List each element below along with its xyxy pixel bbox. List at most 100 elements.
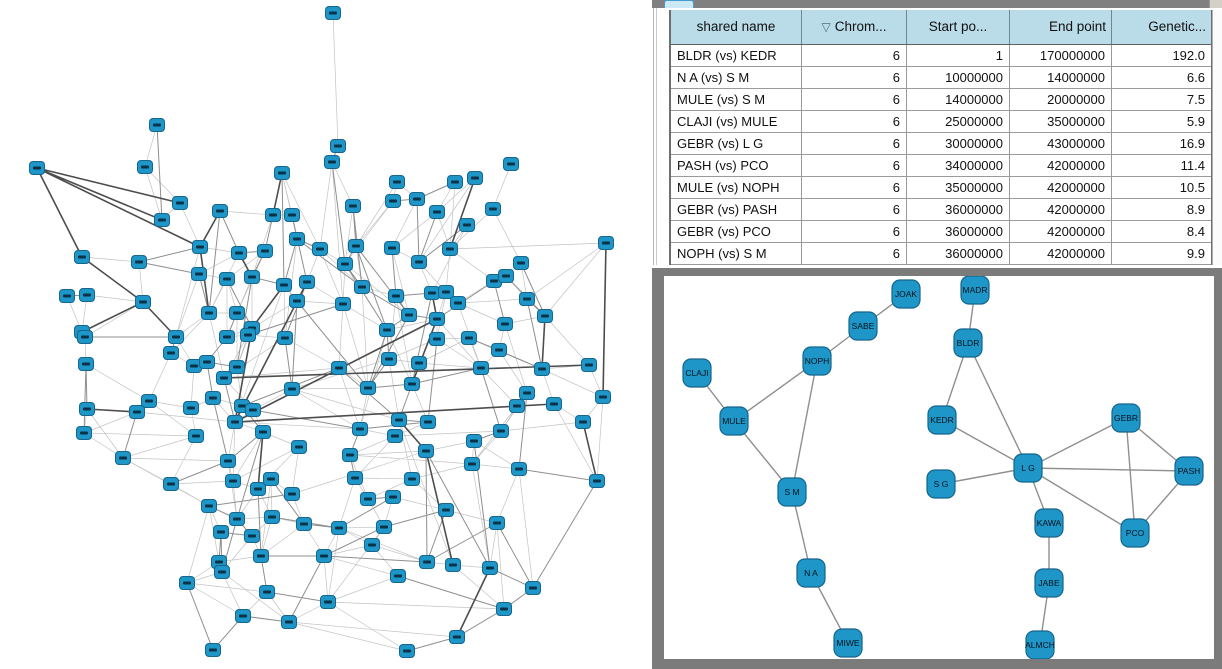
network-node[interactable] <box>229 306 245 320</box>
network-node[interactable] <box>429 332 445 346</box>
network-node[interactable] <box>29 161 45 175</box>
main-network-canvas[interactable] <box>0 0 652 669</box>
network-node[interactable] <box>154 213 170 227</box>
network-node[interactable] <box>79 402 95 416</box>
network-node[interactable] <box>598 236 614 250</box>
column-header-end-point[interactable]: End point <box>1010 10 1112 44</box>
table-row[interactable]: GEBR (vs) PASH 6 36000000 42000000 8.9 <box>671 199 1211 221</box>
network-node[interactable] <box>438 503 454 517</box>
network-node[interactable] <box>76 426 92 440</box>
network-node-sabe[interactable]: SABE <box>848 311 878 341</box>
network-node[interactable] <box>276 278 292 292</box>
network-node-miwe[interactable]: MIWE <box>833 628 863 658</box>
network-node-mule[interactable]: MULE <box>719 406 749 436</box>
network-node[interactable] <box>466 434 482 448</box>
table-row[interactable]: GEBR (vs) L G 6 30000000 43000000 16.9 <box>671 133 1211 155</box>
network-node[interactable] <box>385 194 401 208</box>
network-node[interactable] <box>115 451 131 465</box>
network-node[interactable] <box>284 382 300 396</box>
network-node-n-a[interactable]: N A <box>796 558 826 588</box>
network-edge[interactable] <box>791 360 818 493</box>
network-node[interactable] <box>404 377 420 391</box>
network-node[interactable] <box>188 429 204 443</box>
network-node[interactable] <box>420 415 436 429</box>
network-node[interactable] <box>320 595 336 609</box>
network-node[interactable] <box>205 643 221 657</box>
network-node[interactable] <box>312 242 328 256</box>
network-node[interactable] <box>331 521 347 535</box>
network-node[interactable] <box>581 358 597 372</box>
network-node[interactable] <box>595 390 611 404</box>
network-node[interactable] <box>389 175 405 189</box>
network-node-jabe[interactable]: JABE <box>1034 568 1064 598</box>
table-row[interactable]: GEBR (vs) PCO 6 36000000 42000000 8.4 <box>671 221 1211 243</box>
network-node[interactable] <box>284 487 300 501</box>
network-edge[interactable] <box>1027 467 1136 534</box>
network-node[interactable] <box>192 240 208 254</box>
network-node[interactable] <box>347 471 363 485</box>
column-header-shared-name[interactable]: shared name <box>671 10 802 44</box>
network-node[interactable] <box>263 472 279 486</box>
network-node[interactable] <box>79 288 95 302</box>
network-node[interactable] <box>168 330 184 344</box>
network-node[interactable] <box>141 394 157 408</box>
network-node[interactable] <box>131 255 147 269</box>
network-node[interactable] <box>409 192 425 206</box>
network-node[interactable] <box>489 516 505 530</box>
network-node[interactable] <box>163 346 179 360</box>
network-node[interactable] <box>513 256 529 270</box>
network-node[interactable] <box>299 275 315 289</box>
network-node[interactable] <box>229 512 245 526</box>
network-node[interactable] <box>379 323 395 337</box>
network-node[interactable] <box>291 440 307 454</box>
network-node[interactable] <box>277 331 293 345</box>
filtered-network-canvas[interactable]: JOAK SABE NOPH CLAJI MULE S M N A MIWE MADR BLDR K… <box>664 276 1214 659</box>
network-node[interactable] <box>429 205 445 219</box>
network-node[interactable] <box>491 343 507 357</box>
network-edge[interactable] <box>967 342 1029 469</box>
network-node[interactable] <box>245 403 261 417</box>
network-edge[interactable] <box>1027 417 1127 469</box>
network-node[interactable] <box>129 405 145 419</box>
network-node[interactable] <box>316 549 332 563</box>
network-node[interactable] <box>511 462 527 476</box>
network-node[interactable] <box>411 356 427 370</box>
network-node[interactable] <box>387 429 403 443</box>
network-node[interactable] <box>179 576 195 590</box>
network-node-kawa[interactable]: KAWA <box>1034 508 1064 538</box>
network-node[interactable] <box>429 312 445 326</box>
panel-splitter[interactable] <box>652 0 669 265</box>
network-node[interactable] <box>135 295 151 309</box>
network-node[interactable] <box>401 308 417 322</box>
network-node[interactable] <box>244 270 260 284</box>
network-node[interactable] <box>74 250 90 264</box>
network-node[interactable] <box>324 155 340 169</box>
network-edge[interactable] <box>1027 467 1190 472</box>
network-node[interactable] <box>78 357 94 371</box>
network-node[interactable] <box>183 401 199 415</box>
network-node[interactable] <box>264 510 280 524</box>
network-node[interactable] <box>482 561 498 575</box>
network-node[interactable] <box>330 139 346 153</box>
network-node-almch[interactable]: ALMCH <box>1025 630 1055 659</box>
network-node[interactable] <box>199 355 215 369</box>
column-header-start-po-[interactable]: Start po... <box>907 10 1010 44</box>
network-node[interactable] <box>225 474 241 488</box>
network-node[interactable] <box>496 602 512 616</box>
column-header-genetic-[interactable]: Genetic... <box>1112 10 1211 44</box>
network-node[interactable] <box>411 255 427 269</box>
network-node[interactable] <box>281 615 297 629</box>
network-node[interactable] <box>391 413 407 427</box>
network-node[interactable] <box>376 520 392 534</box>
network-node[interactable] <box>525 581 541 595</box>
network-node-gebr[interactable]: GEBR <box>1111 403 1141 433</box>
network-node[interactable] <box>201 306 217 320</box>
network-node[interactable] <box>265 208 281 222</box>
table-row[interactable]: NOPH (vs) S M 6 36000000 42000000 9.9 <box>671 243 1211 265</box>
network-node[interactable] <box>77 330 93 344</box>
network-node[interactable] <box>240 328 256 342</box>
network-node[interactable] <box>450 296 466 310</box>
network-node[interactable] <box>250 482 266 496</box>
network-node-joak[interactable]: JOAK <box>891 279 921 309</box>
network-node[interactable] <box>354 280 370 294</box>
